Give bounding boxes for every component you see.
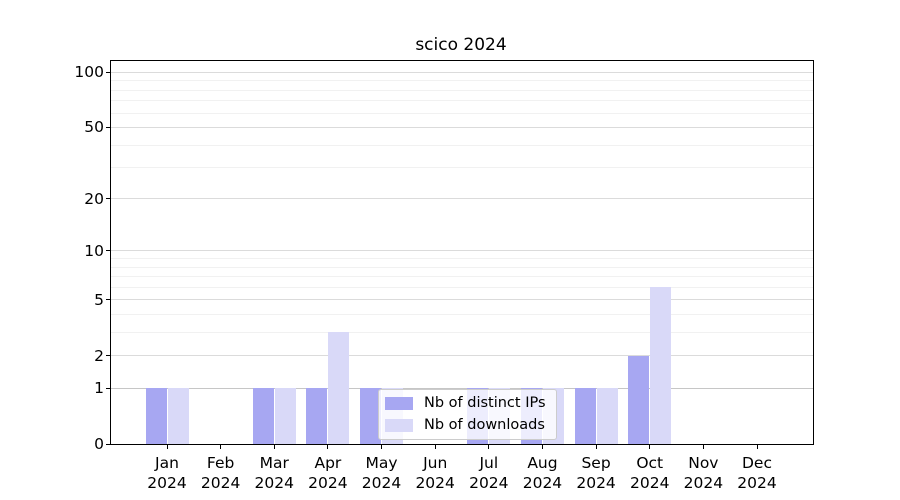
y-tick-50 [106,126,111,128]
gridline-minor-8 [111,266,813,268]
x-tick-label-dec: Dec 2024 [737,454,777,492]
x-tick-apr [327,445,329,449]
gridline-major-5 [111,299,813,301]
gridline-minor-90 [111,80,813,82]
legend: Nb of distinct IPs Nb of downloads [378,389,557,440]
gridline-major-1 [111,387,813,389]
bar-ips-oct [628,355,650,444]
gridline-minor-80 [111,89,813,91]
bar-ips-mar [252,388,274,444]
gridline-minor-40 [111,144,813,146]
y-tick-5 [106,299,111,301]
y-tick-2 [106,355,111,357]
x-tick-jun [434,445,436,449]
legend-swatch-ips [385,396,413,410]
y-tick-10 [106,250,111,252]
gridline-minor-6 [111,286,813,288]
bar-ips-jan [145,388,167,444]
legend-row-1: Nb of downloads [385,416,546,434]
y-tick-label-2: 2 [94,346,104,365]
bar-downloads-jan [167,388,189,444]
y-tick-20 [106,198,111,200]
x-tick-label-nov: Nov 2024 [683,454,724,492]
gridline-major-100 [111,71,813,73]
gridline-major-50 [111,126,813,128]
x-tick-label-jun: Jun 2024 [415,454,455,492]
chart-title: scico 2024 [415,35,507,55]
gridline-major-10 [111,250,813,252]
legend-row-0: Nb of distinct IPs [385,394,546,412]
bar-ips-apr [306,388,328,444]
y-tick-label-50: 50 [84,118,104,137]
x-tick-label-aug: Aug 2024 [522,454,563,492]
x-tick-label-oct: Oct 2024 [629,454,670,492]
x-tick-jan [166,445,168,449]
x-tick-label-jul: Jul 2024 [469,454,509,492]
y-tick-label-100: 100 [74,63,104,82]
bar-downloads-sep [596,388,618,444]
x-tick-label-may: May 2024 [361,454,402,492]
y-tick-label-20: 20 [84,189,104,208]
x-tick-label-mar: Mar 2024 [254,454,294,492]
x-tick-label-apr: Apr 2024 [308,454,348,492]
bar-downloads-apr [328,332,350,444]
bar-downloads-oct [650,287,672,444]
y-tick-label-0: 0 [94,435,104,453]
y-tick-label-10: 10 [84,241,104,260]
gridline-minor-4 [111,313,813,315]
x-tick-jul [488,445,490,449]
y-tick-0 [106,443,111,445]
x-tick-label-sep: Sep 2024 [576,454,616,492]
bar-ips-may [360,388,382,444]
x-tick-sep [595,445,597,449]
x-tick-aug [541,445,543,449]
x-tick-feb [220,445,222,449]
plot-area: 0 1 2 5 10 20 50 100 Jan 2024 Feb 2024 Mar 2024 Apr… [74,60,814,492]
x-tick-label-feb: Feb 2024 [200,454,241,492]
x-tick-oct [649,445,651,449]
x-tick-mar [273,445,275,449]
y-tick-1 [106,387,111,389]
x-tick-dec [756,445,758,449]
x-tick-may [381,445,383,449]
y-tick-100 [106,71,111,73]
y-tick-label-5: 5 [94,290,104,309]
legend-label-1: Nb of downloads [424,417,545,433]
bar-ips-sep [574,388,596,444]
x-tick-nov [702,445,704,449]
x-tick-label-jan: Jan 2024 [147,454,187,492]
gridline-major-20 [111,198,813,200]
gridline-minor-30 [111,167,813,169]
gridline-major-2 [111,355,813,357]
gridline-minor-7 [111,276,813,278]
y-tick-label-1: 1 [94,379,104,398]
gridline-minor-3 [111,331,813,333]
legend-label-0: Nb of distinct IPs [424,395,546,411]
bar-downloads-mar [274,388,296,444]
gridline-minor-60 [111,112,813,114]
gridline-minor-70 [111,100,813,102]
gridline-minor-9 [111,258,813,260]
legend-swatch-downloads [385,418,413,432]
